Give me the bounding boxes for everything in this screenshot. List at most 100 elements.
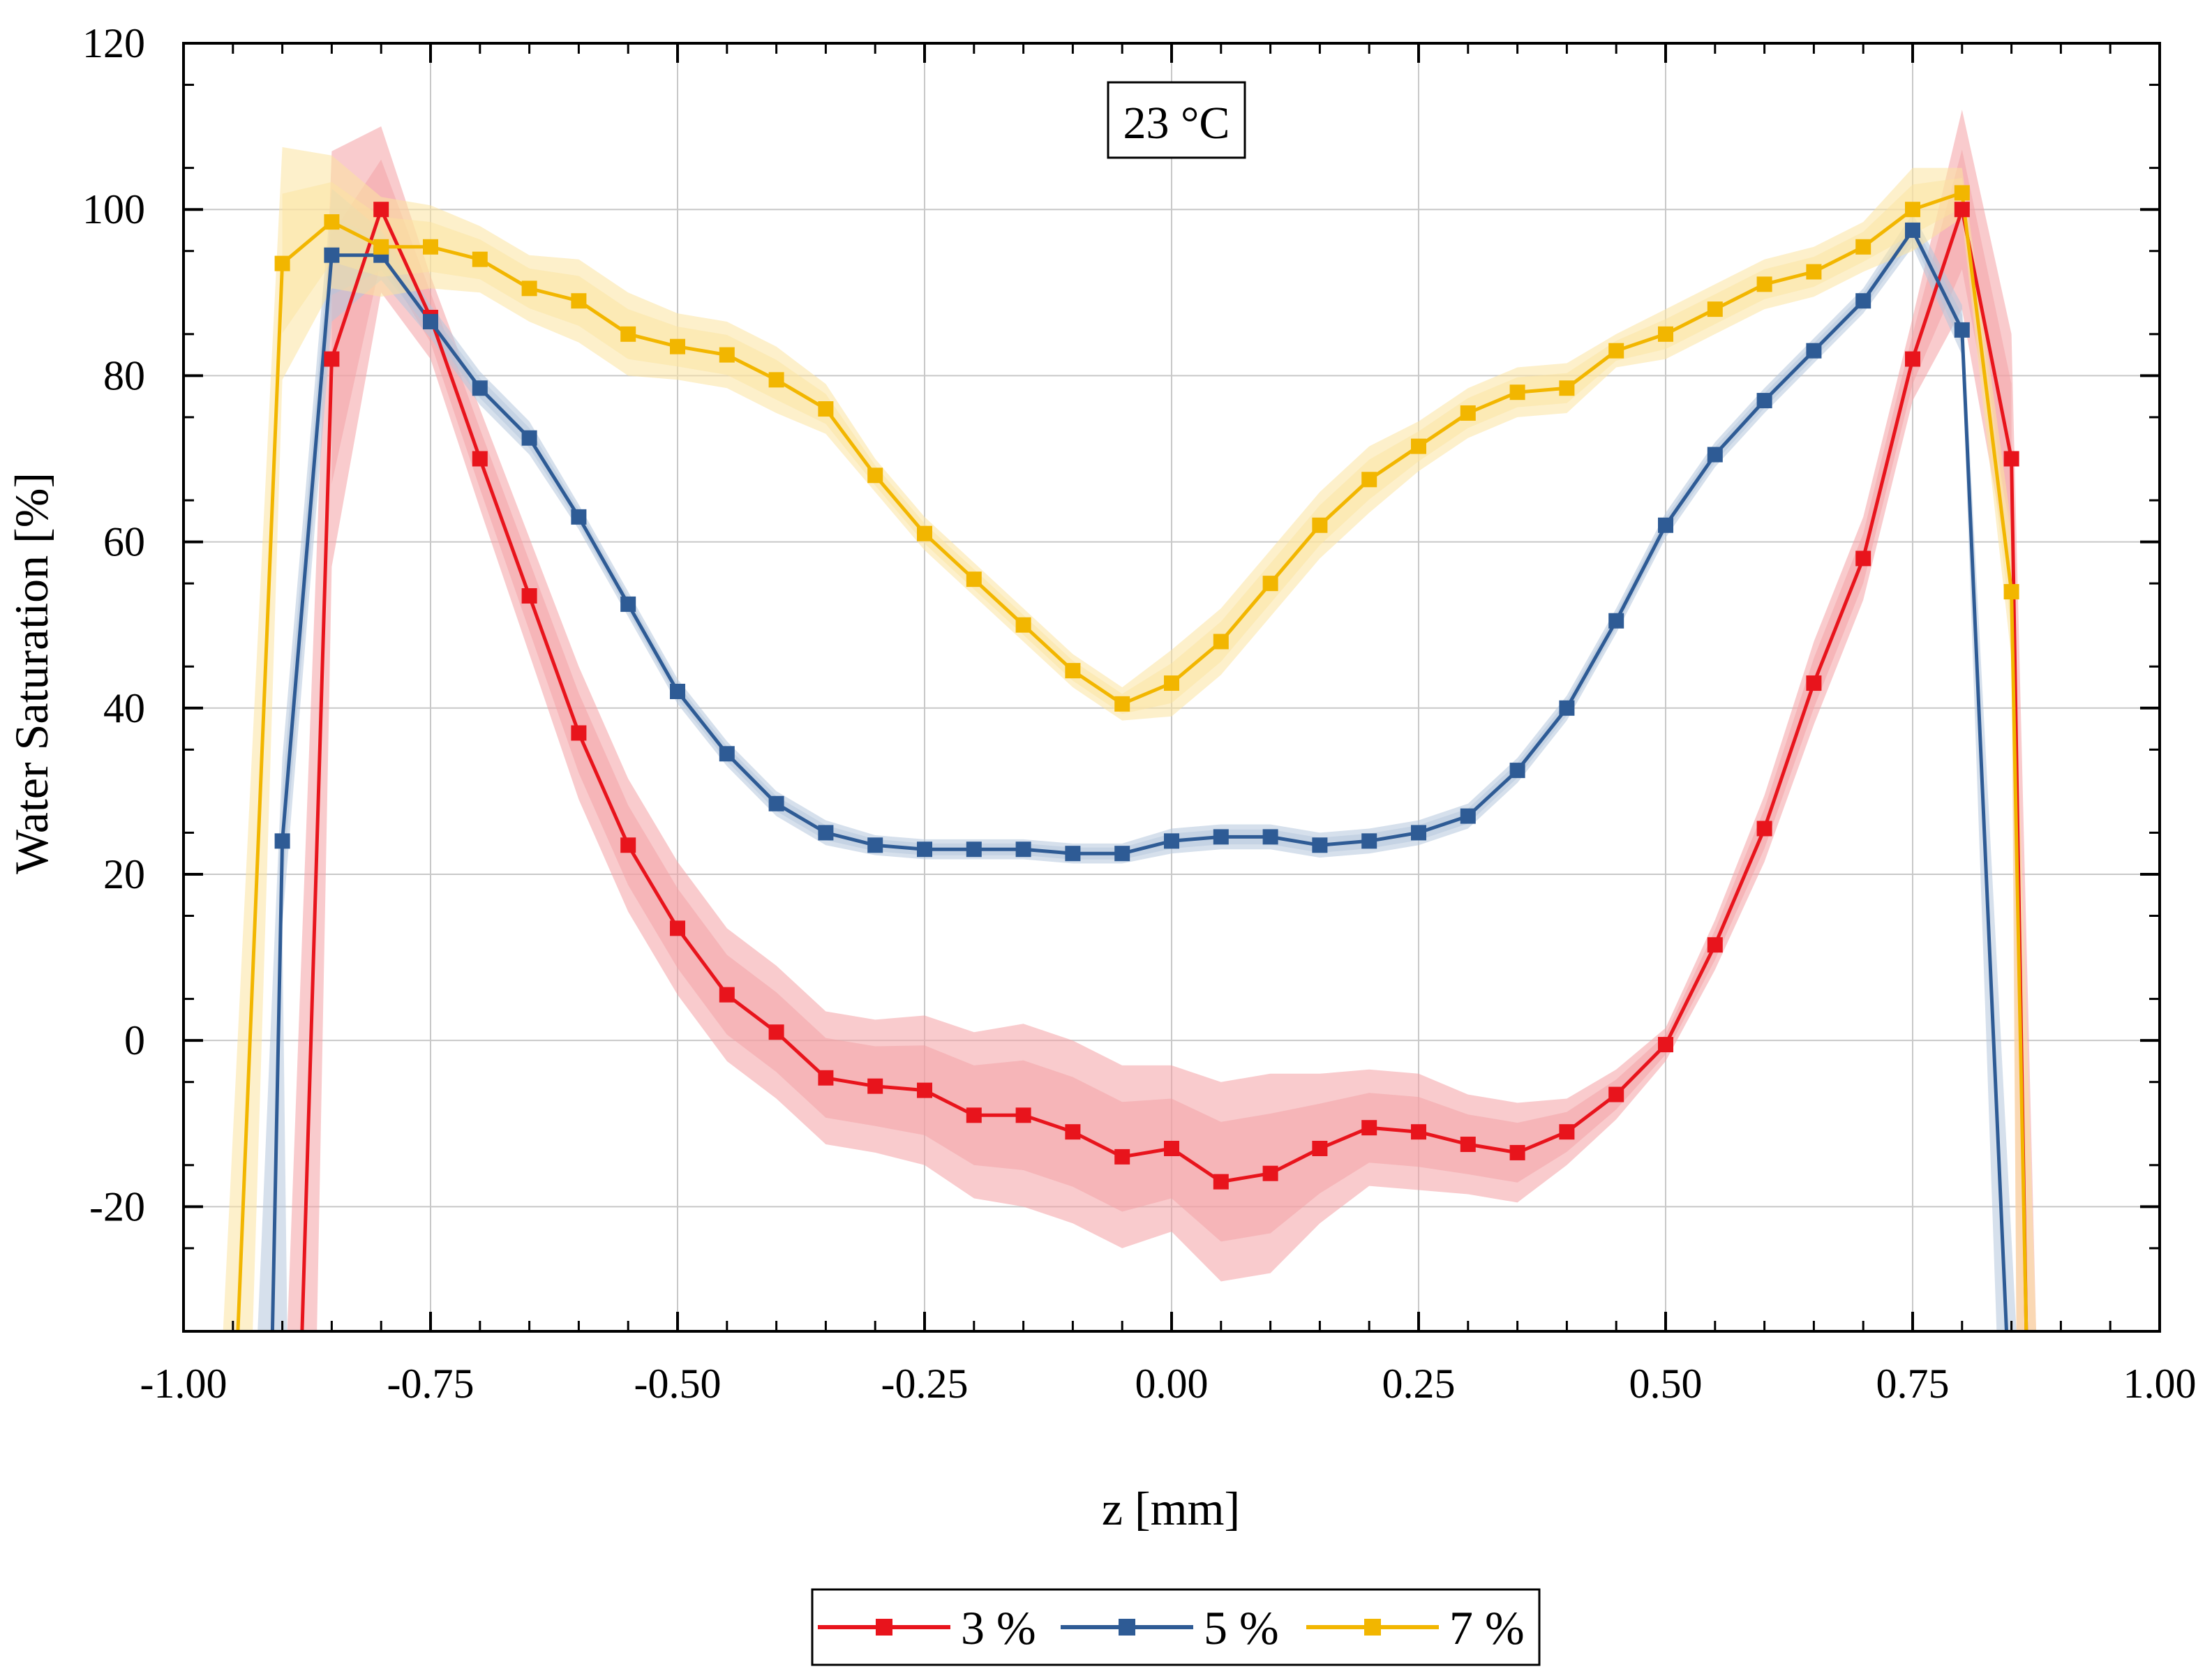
data-point-3pct: [1756, 821, 1772, 837]
data-point-3pct: [1559, 1124, 1575, 1140]
x-axis-title: z [mm]: [1102, 1482, 1240, 1535]
legend-marker-7pct: [1364, 1619, 1381, 1636]
data-point-3pct: [670, 920, 685, 936]
data-point-5pct: [1707, 447, 1723, 463]
data-point-7pct: [1855, 239, 1871, 255]
data-point-5pct: [274, 833, 290, 849]
data-point-5pct: [472, 380, 488, 396]
data-point-7pct: [966, 571, 982, 588]
band-inner-7pct: [282, 177, 2012, 714]
data-point-3pct: [1460, 1137, 1476, 1153]
x-tick-label: -1.00: [140, 1361, 227, 1407]
data-point-3pct: [1806, 675, 1822, 691]
data-point-5pct: [966, 841, 982, 858]
data-point-5pct: [1559, 700, 1575, 716]
data-point-7pct: [1707, 301, 1723, 317]
y-tick-label: -20: [89, 1183, 145, 1229]
data-point-7pct: [1756, 276, 1772, 292]
data-point-7pct: [373, 239, 389, 255]
data-point-3pct: [1608, 1086, 1624, 1102]
data-point-5pct: [423, 313, 438, 329]
data-point-5pct: [571, 509, 587, 525]
x-tick-label: 0.50: [1629, 1361, 1703, 1407]
y-tick-label: 20: [103, 851, 145, 897]
legend-label-5pct: 5 %: [1204, 1601, 1279, 1654]
legend-label-3pct: 3 %: [961, 1601, 1036, 1654]
data-point-7pct: [423, 239, 438, 255]
data-point-7pct: [719, 347, 735, 363]
data-point-7pct: [620, 326, 636, 342]
data-point-5pct: [324, 247, 340, 263]
y-tick-label: 80: [103, 352, 145, 398]
data-point-3pct: [571, 725, 587, 741]
data-point-5pct: [1658, 517, 1673, 533]
data-point-5pct: [867, 837, 883, 853]
data-point-3pct: [1707, 937, 1723, 953]
data-point-5pct: [1312, 837, 1328, 853]
data-point-7pct: [1658, 326, 1673, 342]
data-point-7pct: [1954, 185, 1970, 201]
data-point-3pct: [1905, 351, 1920, 367]
y-axis-title: Water Saturation [%]: [5, 472, 58, 874]
data-point-7pct: [1114, 696, 1130, 712]
data-point-5pct: [1114, 846, 1130, 862]
data-point-7pct: [1065, 663, 1081, 679]
data-point-5pct: [1361, 833, 1377, 849]
data-point-3pct: [373, 202, 389, 218]
data-point-3pct: [324, 351, 340, 367]
annotation-layer: 23 °C: [1107, 81, 1246, 159]
data-point-3pct: [2003, 451, 2019, 467]
data-point-7pct: [818, 401, 834, 417]
data-point-5pct: [1213, 829, 1229, 845]
data-point-7pct: [1164, 675, 1179, 691]
data-point-7pct: [2003, 584, 2019, 600]
data-point-5pct: [521, 430, 537, 446]
axis-layer: -1.00 -0.75 -0.50 -0.25 0.00 0.25 0.50 0.75 1.00…: [82, 20, 2197, 1407]
data-point-7pct: [1460, 405, 1476, 421]
data-point-5pct: [719, 746, 735, 762]
y-tick-label: 40: [103, 685, 145, 731]
data-point-3pct: [966, 1107, 982, 1123]
data-point-3pct: [1262, 1165, 1278, 1181]
data-point-5pct: [1411, 825, 1426, 841]
data-point-7pct: [571, 293, 587, 309]
data-point-5pct: [1262, 829, 1278, 845]
data-point-7pct: [1361, 472, 1377, 488]
data-point-5pct: [1756, 393, 1772, 409]
data-point-3pct: [1411, 1124, 1426, 1140]
y-tick-label: 100: [82, 186, 145, 232]
data-point-7pct: [1411, 438, 1426, 454]
data-point-3pct: [1312, 1140, 1328, 1156]
data-point-3pct: [521, 588, 537, 604]
data-point-5pct: [1855, 293, 1871, 309]
data-point-7pct: [917, 525, 932, 541]
data-point-7pct: [670, 338, 685, 354]
data-point-5pct: [1806, 343, 1822, 359]
data-point-5pct: [1905, 222, 1920, 238]
x-tick-label: -0.75: [387, 1361, 474, 1407]
data-point-5pct: [768, 795, 784, 811]
series-line-7pct: [236, 190, 2028, 1331]
legend-marker-5pct: [1119, 1619, 1135, 1636]
data-point-3pct: [768, 1024, 784, 1040]
legend: 3 % 5 % 7 %: [811, 1588, 1541, 1666]
data-point-3pct: [867, 1078, 883, 1094]
legend-label-7pct: 7 %: [1449, 1601, 1525, 1654]
data-point-5pct: [1015, 841, 1031, 858]
data-point-7pct: [1509, 384, 1525, 401]
data-point-3pct: [1954, 202, 1970, 218]
data-point-5pct: [1954, 322, 1970, 338]
temperature-annotation: 23 °C: [1123, 98, 1230, 149]
x-tick-label: 1.00: [2123, 1361, 2197, 1407]
data-point-7pct: [867, 467, 883, 484]
data-point-5pct: [1509, 763, 1525, 779]
x-tick-label: -0.25: [881, 1361, 969, 1407]
data-point-3pct: [1015, 1107, 1031, 1123]
data-point-7pct: [1015, 617, 1031, 633]
data-point-7pct: [1262, 576, 1278, 592]
data-point-3pct: [1509, 1144, 1525, 1160]
data-point-7pct: [1213, 634, 1229, 650]
data-point-3pct: [917, 1082, 932, 1098]
